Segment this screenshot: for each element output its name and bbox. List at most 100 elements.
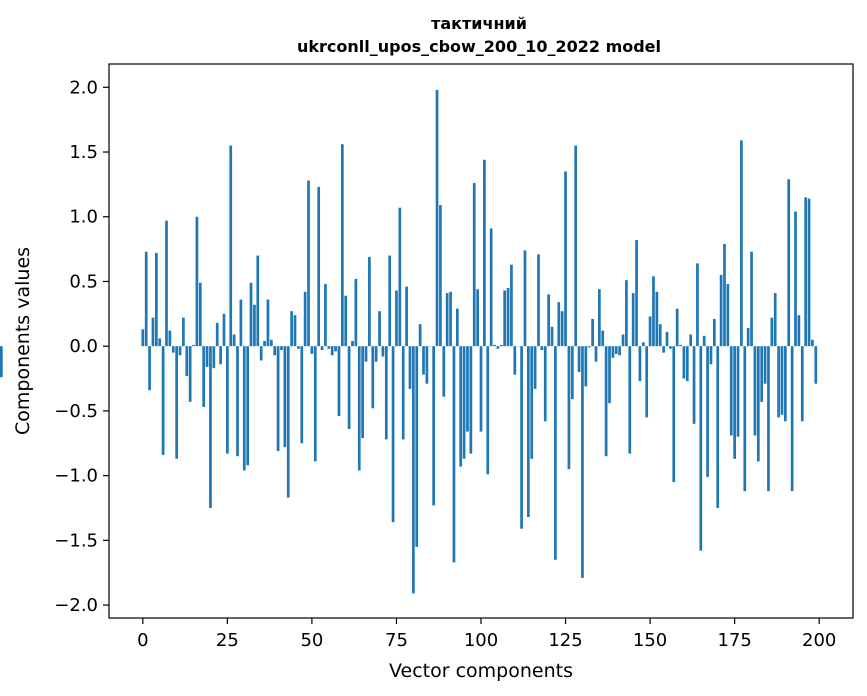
bar [290,311,293,347]
bar [540,346,544,351]
bar [598,289,601,347]
bar [445,293,449,347]
bar [442,346,446,397]
bar [357,346,361,471]
bar [496,346,500,349]
bar [682,346,686,379]
bar [198,282,202,347]
bar [800,346,804,422]
bar [347,346,351,430]
bar [425,346,429,384]
bar [195,216,199,347]
bar [151,317,155,347]
bar [452,346,456,563]
bar [185,346,189,376]
bar [209,346,212,508]
bar [763,346,767,384]
bar [361,346,364,439]
bar [740,140,743,347]
bar [614,346,618,354]
bar [594,346,598,362]
bar [192,344,195,347]
bar [533,346,537,389]
bar [560,311,564,347]
bar [236,346,239,457]
bar [364,346,368,362]
bar [625,280,628,347]
y-tick-label: 0.5 [69,271,98,292]
bar [550,326,554,347]
bar [604,346,608,457]
bar [476,289,479,347]
bar [547,294,550,347]
bar [330,346,334,356]
plot-frame [108,63,854,619]
bar [570,346,574,400]
bar [672,346,676,483]
bar [743,346,747,492]
bar [344,295,348,347]
bar [202,346,206,408]
bar [165,220,168,347]
y-tick-label: −1.5 [54,530,98,551]
bar [530,346,534,459]
y-axis-ticks: −2.0 −1.5 −1.0 −0.5 0.0 0.5 1.0 1.5 2.0 [54,77,109,616]
bar [320,346,324,351]
bar [811,339,814,347]
bar [462,346,466,459]
bar [215,322,219,347]
bar [479,346,483,432]
bar [685,346,689,382]
bar [753,346,757,436]
bar [455,308,459,347]
bar [266,299,270,347]
bar [280,346,283,351]
bar [212,346,216,369]
bar [374,346,378,362]
bar [303,291,307,347]
x-tick-label: 150 [633,630,667,651]
x-tick-label: 100 [464,630,498,651]
bar [726,284,730,347]
bar [520,346,523,529]
bar [564,171,567,347]
bar [679,344,682,347]
bar [756,346,760,462]
y-tick-label: −1.0 [54,466,98,487]
bar [317,186,321,347]
bar [689,334,693,347]
bar [256,255,260,347]
bar [584,346,588,387]
bar [182,317,185,347]
bar [395,290,398,347]
bar [499,344,503,347]
y-tick-label: −2.0 [54,595,98,616]
bar [537,254,540,347]
bar [513,346,517,375]
x-tick-label: 50 [300,630,323,651]
bar [435,89,439,347]
x-tick-label: 0 [137,630,148,651]
bar [641,342,645,347]
bar [608,346,611,404]
bar [712,318,716,347]
bar [246,346,250,466]
bar [144,251,148,347]
bar [269,339,273,347]
bar [760,346,764,402]
bar [405,286,408,347]
bar [249,282,253,347]
bar [398,207,402,347]
bar [384,346,388,440]
bar [523,250,527,347]
bar [780,346,784,415]
bar [307,180,310,347]
bar [696,263,699,347]
bar [171,346,175,353]
bar [635,240,638,347]
bar [340,144,344,347]
bar [581,346,584,578]
bar [648,316,652,347]
bar [391,346,395,523]
